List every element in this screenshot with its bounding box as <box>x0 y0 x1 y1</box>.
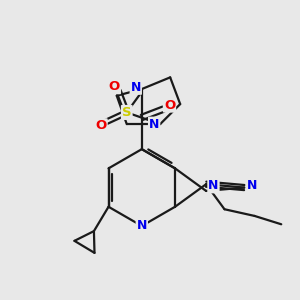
Text: N: N <box>130 81 141 94</box>
Text: N: N <box>208 179 219 192</box>
Text: N: N <box>247 179 257 192</box>
Text: S: S <box>122 106 132 119</box>
Text: O: O <box>109 80 120 93</box>
Text: N: N <box>136 220 147 232</box>
Text: N: N <box>149 118 159 130</box>
Text: O: O <box>164 99 175 112</box>
Text: O: O <box>95 119 107 132</box>
